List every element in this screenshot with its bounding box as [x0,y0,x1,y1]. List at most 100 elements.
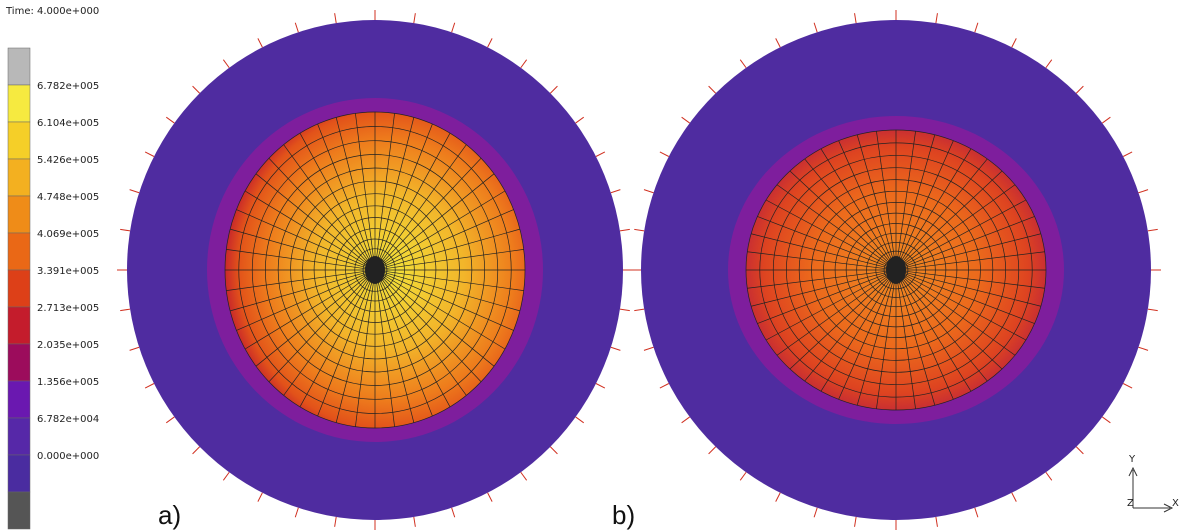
mesh-radial [283,276,371,396]
boundary-tick [1102,116,1111,124]
boundary-tick [775,492,781,502]
mesh-radial [382,270,524,291]
mesh-radial [380,158,482,265]
boundary-tick [257,38,263,48]
boundary-tick [1075,446,1084,455]
mesh-ring [811,190,981,350]
boundary-tick [192,85,200,94]
legend-label: 4.748e+005 [37,192,99,203]
boundary-tick [520,471,528,481]
boundary-tick [222,471,230,481]
mesh-radial [898,277,954,400]
mesh-radial [355,277,375,427]
mesh-radial [896,131,916,263]
mesh-radial [747,251,889,270]
boundary-tick [222,59,230,69]
mesh-radial [899,148,972,264]
mesh-radial [317,123,373,263]
mesh-radial [765,273,890,341]
center-hole [886,256,906,284]
mesh-radial [381,274,495,367]
mesh-radial [902,273,1027,341]
mesh-radial [255,274,369,367]
boundary-tick [681,116,690,124]
mesh-radial [226,249,368,270]
boundary-tick [634,308,645,312]
boundary-tick [634,228,645,232]
mesh-radial [335,117,374,263]
boundary-tick [165,116,175,124]
mesh-radial [375,277,395,427]
mesh-ring [354,248,396,292]
time-label: Time: 4.000e+000 [5,6,99,17]
mesh-radial [381,273,506,350]
boundary-tick [974,507,979,518]
mesh-ring [798,179,994,361]
boundary-tick [708,446,717,455]
boundary-tick [144,383,155,389]
boundary-tick [294,507,299,518]
boundary-tick [595,151,606,157]
panel-label: a) [158,500,181,530]
mesh-radial [901,275,1003,370]
mesh-ring [875,250,917,290]
mesh-radial [820,148,893,264]
mesh-radial [236,272,368,331]
boundary-tick [1122,151,1133,157]
boundary-tick [708,85,717,94]
mesh-radial [751,233,889,269]
mesh-radial [381,190,506,267]
mesh-ring [786,167,1006,373]
mesh-radial [903,271,1041,307]
mesh-radial [377,123,433,263]
mesh-radial [776,274,890,356]
mesh-ring [823,202,969,338]
mesh-radial [901,170,1003,265]
mesh-radial [789,170,891,265]
mesh-radial [747,270,889,289]
mesh-radial [244,273,369,350]
z-axis-label: Z [1127,498,1134,509]
mesh-radial [230,271,368,312]
mesh-radial [789,275,891,370]
mesh-radial [757,272,889,324]
boundary-tick [854,516,857,527]
mesh-ring [302,193,448,347]
mesh-radial [899,276,972,392]
mesh-radial [268,158,370,265]
legend-swatch [7,491,31,530]
boundary-tick [451,507,456,518]
legend-label: 6.104e+005 [37,118,99,129]
mesh-ring [345,238,405,302]
mesh-radial [382,272,514,331]
boundary-tick [610,189,621,194]
mesh-radial [900,158,988,264]
boundary-tick [120,308,131,312]
mesh-radial [375,113,395,263]
mesh-radial [382,209,514,268]
mesh-radial [376,277,415,423]
mesh-radial [268,275,370,382]
boundary-tick [935,13,938,24]
mesh-ring [251,140,499,400]
mesh-radial [317,277,373,417]
arrow-heads [1128,466,1174,513]
mesh-radial [382,249,524,270]
mesh-ring [745,129,1047,411]
legend-swatch [7,195,31,234]
boundary-tick [550,446,558,455]
boundary-tick [659,383,670,389]
boundary-tick [974,22,979,33]
y-axis-label: Y [1128,454,1136,465]
contour-plots [117,10,1161,530]
mesh-ring [324,217,426,323]
boundary-tick [165,416,175,424]
legend-label: 2.713e+005 [37,303,99,314]
boundary-tick [1102,416,1111,424]
legend-swatch [7,121,31,160]
mesh-radial [804,276,892,382]
mesh-radial [897,277,936,406]
mesh-radial [820,276,893,392]
boundary-tick [257,492,263,502]
boundary-tick [1011,38,1017,48]
